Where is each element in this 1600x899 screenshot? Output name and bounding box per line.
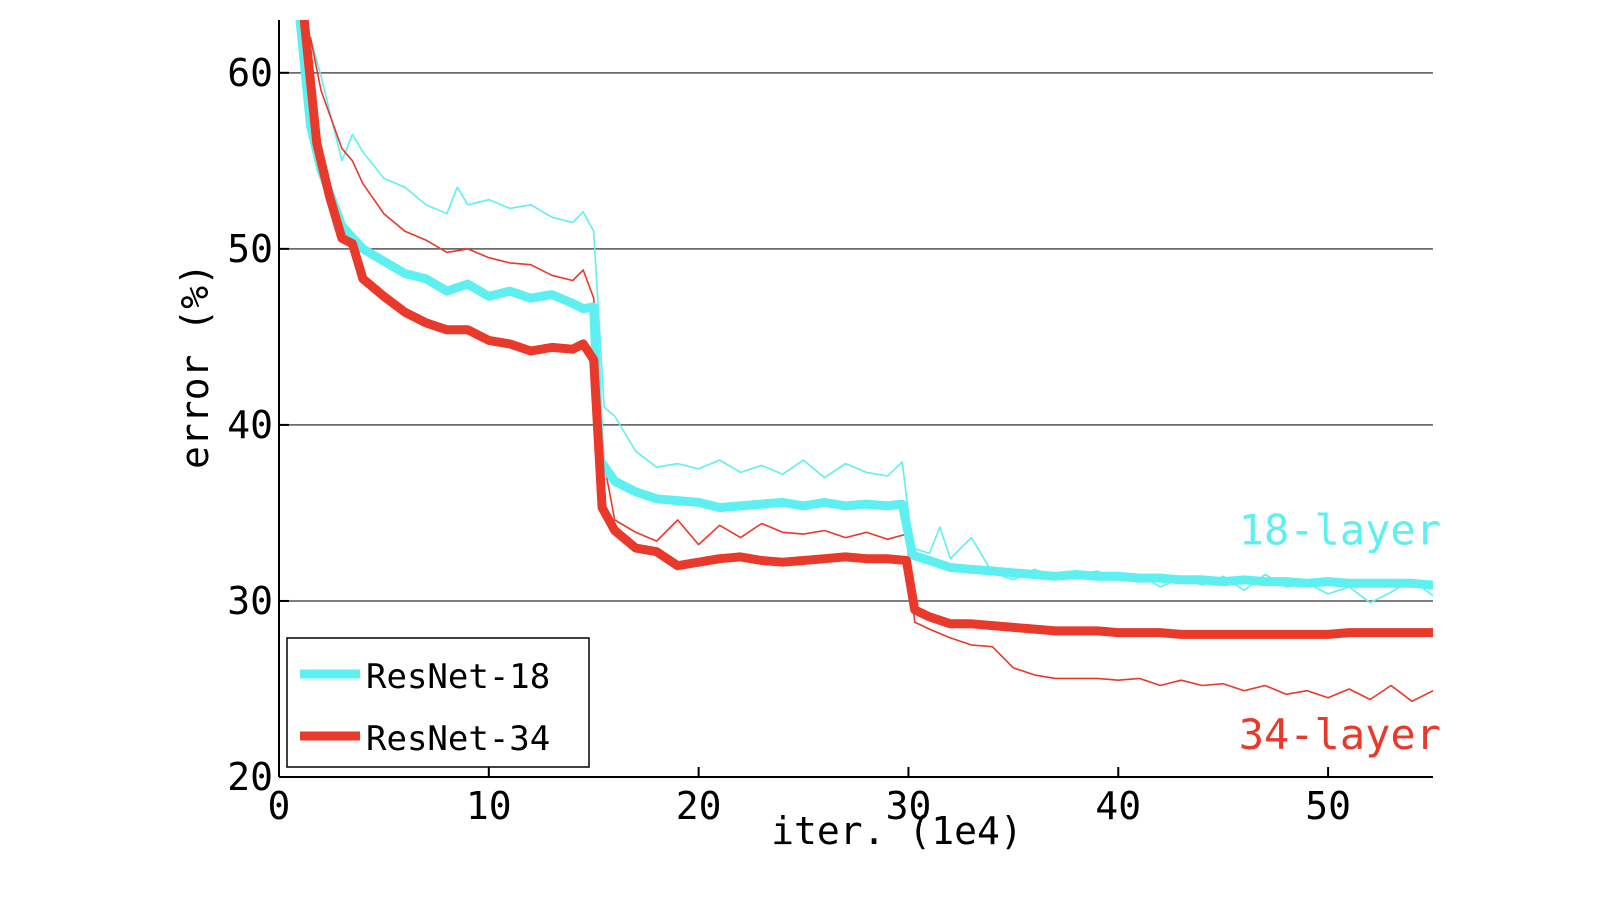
grid-lines [279, 72, 1433, 602]
series-line-resnet-18 [295, 20, 1433, 590]
y-tick-label-60: 60 [227, 51, 273, 95]
train-lines [309, 36, 1433, 703]
axes [278, 20, 1433, 778]
x-tick-label-0: 0 [268, 784, 291, 828]
legend-box [286, 637, 590, 768]
x-tick-label-50: 50 [1305, 784, 1351, 828]
annotations: 18-layer 34-layer [1239, 506, 1441, 759]
y-axis-label: error (%) [173, 263, 217, 469]
series-line-resnet-34 [299, 20, 1433, 639]
ticks: 0 10 20 30 40 50 20 30 40 50 60 [227, 51, 1351, 828]
x-tick-label-20: 20 [676, 784, 722, 828]
label-18-layer: 18-layer [1239, 506, 1441, 555]
legend-label-resnet-34: ResNet-34 [366, 719, 550, 759]
y-tick-label-20: 20 [227, 755, 273, 799]
val-lines [295, 20, 1433, 639]
label-34-layer: 34-layer [1239, 710, 1441, 759]
x-axis-label: iter. (1e4) [771, 809, 1023, 853]
train-line-series-3 [309, 36, 1433, 703]
legend-label-resnet-18: ResNet-18 [366, 657, 550, 697]
y-tick-label-50: 50 [227, 227, 273, 271]
x-tick-label-30: 30 [886, 784, 932, 828]
train-line-series-2 [309, 36, 1433, 604]
x-tick-label-40: 40 [1095, 784, 1141, 828]
legend: ResNet-18 ResNet-34 [286, 637, 590, 768]
x-tick-label-10: 10 [466, 784, 512, 828]
y-tick-label-30: 30 [227, 579, 273, 623]
y-tick-label-40: 40 [227, 403, 273, 447]
